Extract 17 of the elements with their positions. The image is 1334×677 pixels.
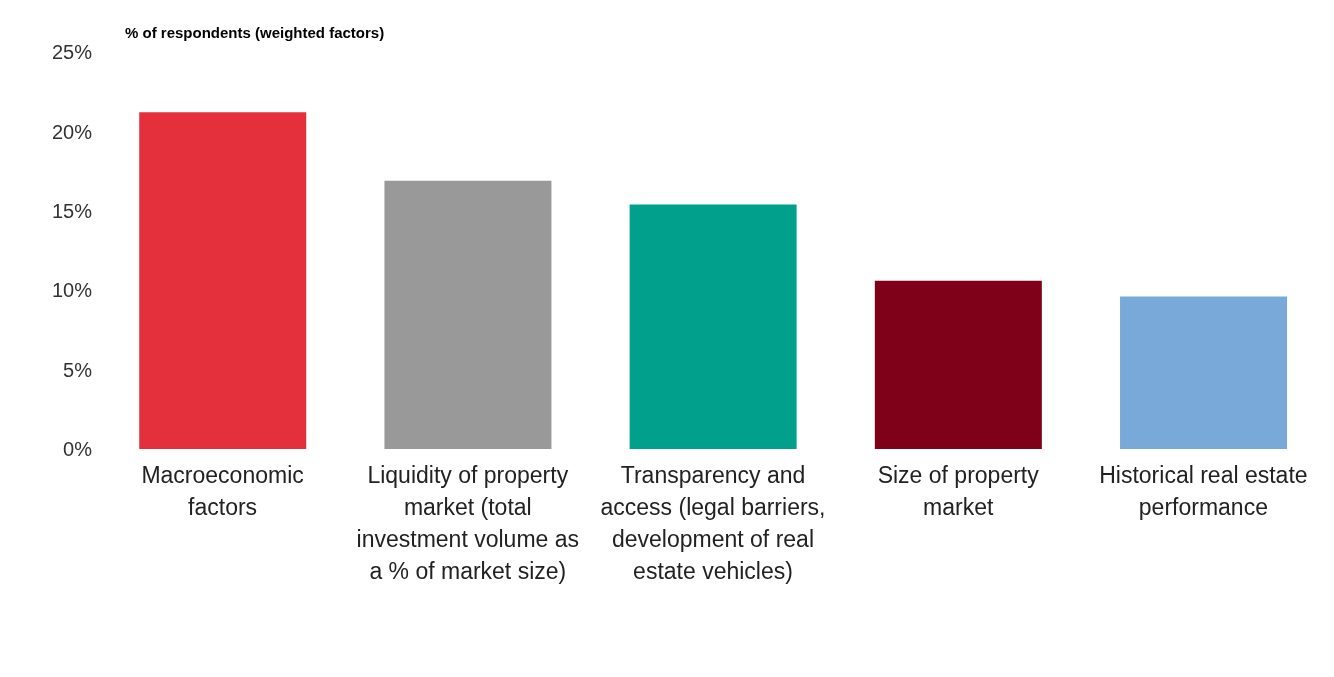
- bar: [384, 180, 552, 449]
- y-tick-label: 20%: [51, 120, 93, 143]
- x-tick-label: Historical real estate performance: [1099, 462, 1308, 520]
- bar: [139, 112, 307, 449]
- bar: [874, 280, 1042, 449]
- bar: [1120, 296, 1288, 449]
- y-tick-label: 15%: [51, 199, 93, 222]
- chart-title: % of respondents (weighted factors): [125, 24, 385, 41]
- y-tick-label: 10%: [51, 279, 93, 302]
- bar: [629, 204, 797, 449]
- x-tick-label: Size of property market: [877, 462, 1040, 520]
- x-tick-label: Liquidity of property market (total investment volume as a % of market size): [356, 462, 580, 584]
- x-tick-label: Transparency and access (legal barriers, development of real estate vehicles): [600, 462, 826, 584]
- y-tick-label: 25%: [51, 41, 93, 64]
- y-tick-label: 0%: [63, 438, 93, 461]
- x-tick-label: Macroeconomic factors: [141, 462, 304, 520]
- y-tick-label: 5%: [63, 358, 93, 381]
